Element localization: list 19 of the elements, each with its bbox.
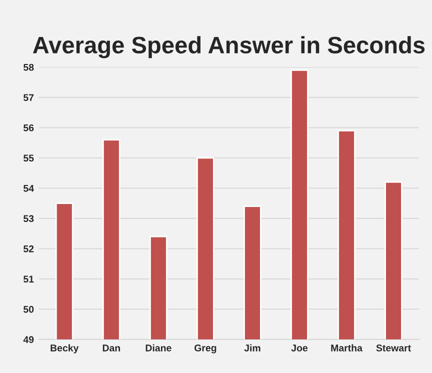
y-tick-label: 58 [24, 64, 34, 71]
y-tick-label: 55 [24, 154, 34, 162]
x-tick-label: Joe [291, 344, 308, 352]
y-tick-label: 51 [24, 276, 34, 283]
y-tick-label: 50 [24, 306, 34, 313]
y-tick-label: 52 [24, 245, 34, 252]
x-tick-label: Dan [102, 344, 120, 352]
y-tick-label: 54 [24, 184, 34, 192]
x-tick-label: Stewart [376, 344, 411, 352]
x-tick-label: Becky [50, 344, 79, 354]
x-tick-label: Diane [146, 344, 172, 352]
x-tick-label: Jim [244, 344, 260, 352]
x-tick-label: Martha [331, 344, 363, 352]
chart-title: Average Speed Answer in Seconds [32, 36, 425, 58]
y-tick-label: 57 [24, 94, 34, 102]
y-tick-label: 56 [24, 124, 34, 132]
y-tick-label: 53 [24, 215, 34, 222]
y-tick-label: 49 [23, 336, 34, 344]
x-tick-label: Greg [194, 344, 216, 354]
